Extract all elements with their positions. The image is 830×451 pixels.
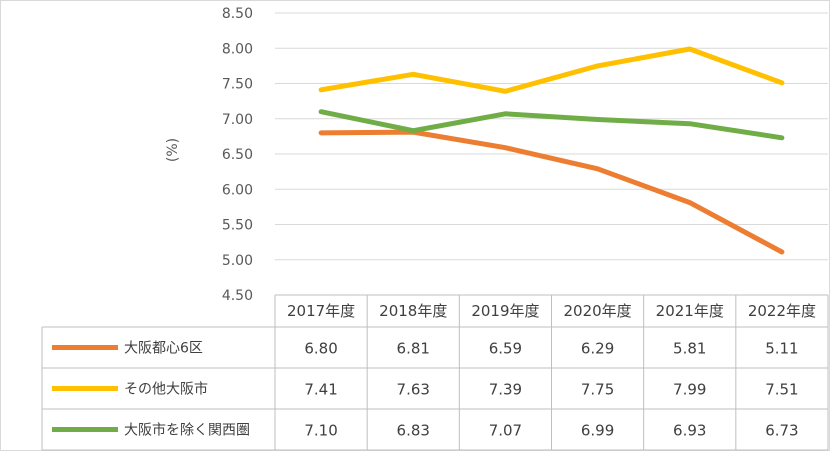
data-label: 7.63 xyxy=(397,381,430,399)
data-label: 6.73 xyxy=(765,422,798,440)
data-label: 7.51 xyxy=(765,381,798,399)
data-label: 6.83 xyxy=(397,422,430,440)
data-label: 7.99 xyxy=(673,381,706,399)
y-axis-label: (%) xyxy=(165,138,181,162)
data-table: 2017年度 2018年度 2019年度 2020年度 2021年度 2022年度大阪都心… xyxy=(41,294,829,451)
data-label: 5.81 xyxy=(673,340,706,358)
category-label: 2019年度 xyxy=(471,302,539,320)
y-tick-label: 7.00 xyxy=(222,112,253,128)
category-label: 2017年度 xyxy=(287,302,355,320)
data-label: 6.29 xyxy=(581,340,614,358)
y-tick-label: 4.50 xyxy=(222,288,253,304)
y-tick-label: 5.50 xyxy=(222,218,253,234)
y-tick-label: 6.50 xyxy=(222,147,253,163)
y-tick-label: 5.00 xyxy=(222,253,253,269)
data-label: 6.59 xyxy=(489,340,522,358)
category-label: 2021年度 xyxy=(656,302,724,320)
data-label: 5.11 xyxy=(765,340,798,358)
series-line xyxy=(318,109,785,141)
y-tick-label: 8.50 xyxy=(222,6,253,22)
category-label: 2022年度 xyxy=(748,302,816,320)
category-label: 2020年度 xyxy=(563,302,631,320)
y-tick-label: 8.00 xyxy=(222,41,253,57)
data-label: 7.75 xyxy=(581,381,614,399)
series-line xyxy=(318,46,785,94)
y-axis-ticks: 8.50 8.00 7.50 7.00 6.50 6.00 5.50 5.00 4.50 xyxy=(222,6,253,304)
data-label: 7.39 xyxy=(489,381,522,399)
category-label: 2018年度 xyxy=(379,302,447,320)
data-label: 7.41 xyxy=(304,381,337,399)
series-line xyxy=(318,129,785,255)
series-lines xyxy=(318,46,785,255)
y-tick-label: 6.00 xyxy=(222,182,253,198)
legend-label: 大阪市を除く関西圏 xyxy=(124,422,250,439)
data-label: 7.07 xyxy=(489,422,522,440)
legend-label: その他大阪市 xyxy=(124,381,208,398)
data-label: 7.10 xyxy=(304,422,337,440)
data-label: 6.80 xyxy=(304,340,337,358)
data-label: 6.81 xyxy=(397,340,430,358)
legend-label: 大阪都心6区 xyxy=(124,341,203,357)
data-label: 6.99 xyxy=(581,422,614,440)
data-label: 6.93 xyxy=(673,422,706,440)
y-tick-label: 7.50 xyxy=(222,77,253,93)
